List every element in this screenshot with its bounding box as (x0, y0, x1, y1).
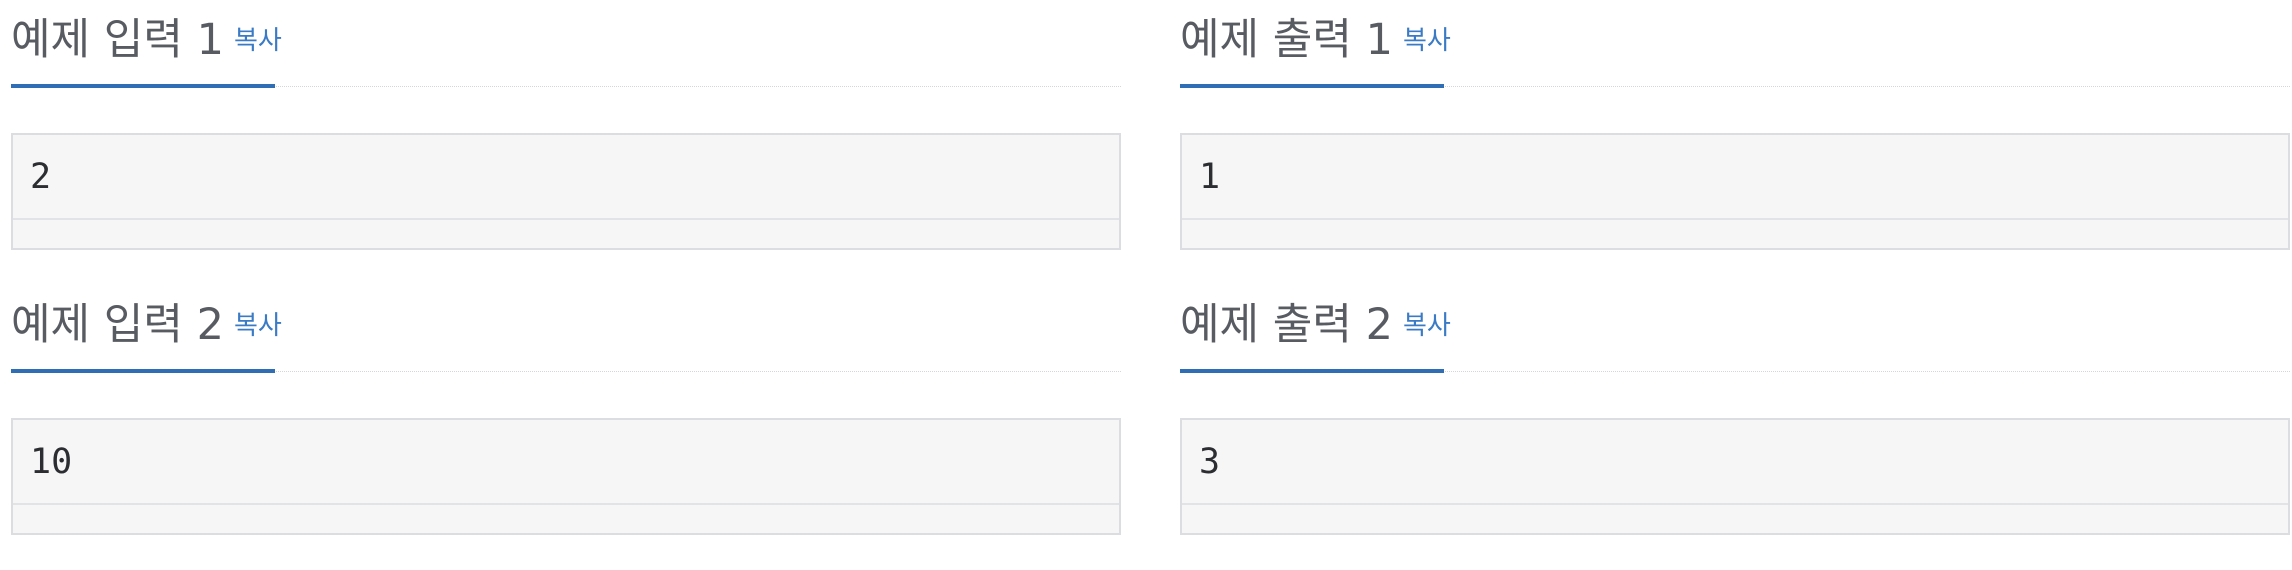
headline-underline (11, 287, 275, 373)
copy-button[interactable]: 복사 (233, 310, 282, 341)
sample-input-2: 예제 입력 2 복사 10 (11, 285, 1121, 570)
samples-grid: 예제 입력 1 복사 2 예제 출력 1 복사 1 예제 입력 2 복사 10 (11, 0, 2292, 570)
sample-output-1: 예제 출력 1 복사 1 (1180, 0, 2290, 285)
horizontal-scrollbar[interactable] (1182, 503, 2288, 533)
sample-input-1: 예제 입력 1 복사 2 (11, 0, 1121, 285)
horizontal-scrollbar[interactable] (13, 218, 1119, 248)
sample-title: 예제 출력 1 복사 (1180, 10, 1451, 73)
sample-code: 10 (30, 442, 73, 482)
sample-code: 2 (30, 157, 52, 197)
copy-button[interactable]: 복사 (233, 25, 282, 56)
sample-headline: 예제 입력 2 복사 (11, 285, 1121, 373)
sample-code-box[interactable]: 10 (11, 418, 1121, 535)
sample-code: 3 (1199, 442, 1221, 482)
sample-title: 예제 입력 2 복사 (11, 295, 282, 358)
sample-headline: 예제 출력 2 복사 (1180, 285, 2290, 373)
headline-underline (11, 2, 275, 88)
sample-title: 예제 출력 2 복사 (1180, 295, 1451, 358)
sample-code: 1 (1199, 157, 1221, 197)
sample-headline: 예제 출력 1 복사 (1180, 0, 2290, 88)
sample-title-text: 예제 입력 1 (11, 15, 224, 65)
sample-code-box[interactable]: 2 (11, 133, 1121, 250)
sample-code-box[interactable]: 1 (1180, 133, 2290, 250)
sample-title-text: 예제 입력 2 (11, 300, 224, 350)
copy-button[interactable]: 복사 (1402, 310, 1451, 341)
sample-title-text: 예제 출력 2 (1180, 300, 1393, 350)
sample-code-box[interactable]: 3 (1180, 418, 2290, 535)
sample-output-2: 예제 출력 2 복사 3 (1180, 285, 2290, 570)
horizontal-scrollbar[interactable] (13, 503, 1119, 533)
copy-button[interactable]: 복사 (1402, 25, 1451, 56)
sample-title-text: 예제 출력 1 (1180, 15, 1393, 65)
headline-underline (1180, 287, 1444, 373)
horizontal-scrollbar[interactable] (1182, 218, 2288, 248)
sample-title: 예제 입력 1 복사 (11, 10, 282, 73)
headline-underline (1180, 2, 1444, 88)
sample-headline: 예제 입력 1 복사 (11, 0, 1121, 88)
